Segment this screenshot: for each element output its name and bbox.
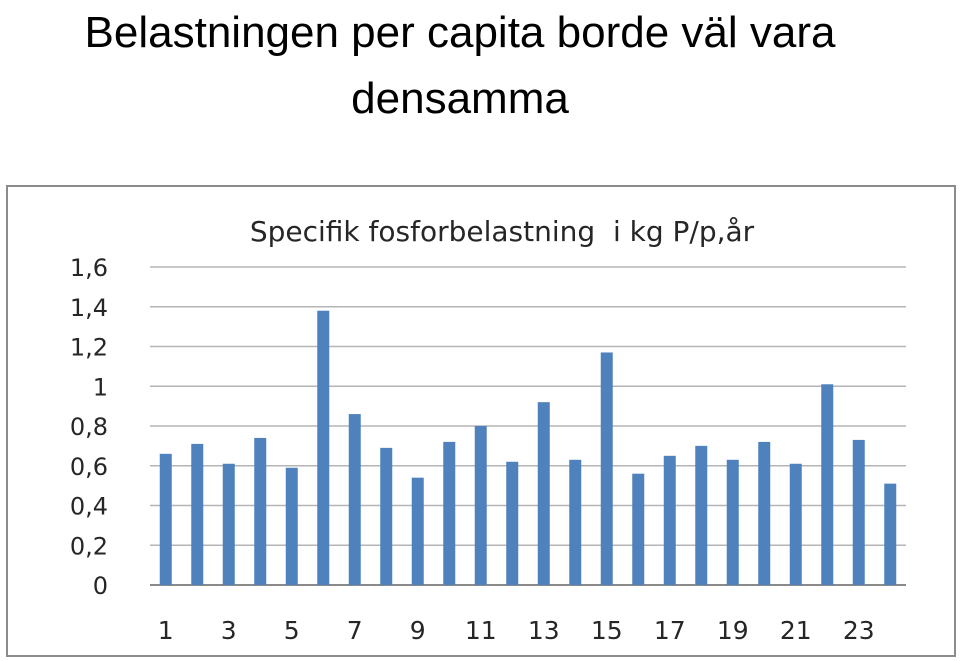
bar	[852, 439, 865, 585]
x-tick-label: 19	[717, 616, 749, 645]
bar	[348, 414, 361, 585]
y-tick-label: 1,6	[70, 254, 108, 282]
x-axis-ticks: 1 3 5 7 9 11 13 15 17 19 21 23	[158, 616, 875, 645]
bar	[222, 463, 235, 585]
bar	[789, 463, 802, 585]
gridlines	[150, 266, 906, 586]
bar	[411, 477, 424, 585]
y-tick-label: 1,2	[70, 334, 108, 362]
y-tick-label: 0	[93, 572, 108, 600]
bar	[474, 426, 487, 585]
y-tick-label: 0,2	[70, 532, 108, 560]
bar	[191, 443, 204, 585]
x-tick-label: 23	[843, 616, 875, 645]
bar	[380, 447, 393, 585]
x-tick-label: 11	[465, 616, 497, 645]
x-tick-label: 3	[221, 616, 237, 645]
bar	[506, 461, 519, 585]
x-tick-label: 7	[347, 616, 363, 645]
x-tick-label: 1	[158, 616, 174, 645]
bars	[159, 310, 897, 585]
bar	[663, 455, 676, 585]
y-tick-label: 1,4	[70, 294, 108, 322]
x-tick-label: 5	[284, 616, 300, 645]
y-tick-label: 0,4	[70, 493, 108, 521]
bar	[726, 459, 739, 585]
bar	[821, 384, 834, 585]
chart-title: Specifik fosforbelastning i kg P/p,år	[250, 215, 755, 248]
bar	[569, 459, 582, 585]
slide-title: Belastningen per capita borde väl vara d…	[84, 8, 836, 123]
bar	[758, 441, 771, 585]
bar	[600, 352, 613, 585]
x-tick-label: 15	[591, 616, 623, 645]
bar	[254, 437, 267, 585]
bar	[537, 402, 550, 585]
y-tick-label: 0,6	[70, 453, 108, 481]
bar	[884, 483, 897, 585]
bar	[317, 310, 330, 585]
bar	[285, 467, 298, 585]
x-tick-label: 13	[528, 616, 560, 645]
y-tick-label: 1	[93, 373, 108, 401]
bar	[443, 441, 456, 585]
x-tick-label: 9	[410, 616, 426, 645]
x-tick-label: 17	[654, 616, 686, 645]
bar	[632, 473, 645, 585]
y-tick-label: 0,8	[70, 413, 108, 441]
bar	[695, 445, 708, 585]
y-axis-ticks: 0 0,2 0,4 0,6 0,8 1 1,2 1,4 1,6	[70, 254, 108, 600]
bar	[159, 453, 172, 585]
bar-chart: Specifik fosforbelastning i kg P/p,år 00…	[70, 215, 906, 645]
x-tick-label: 21	[780, 616, 812, 645]
